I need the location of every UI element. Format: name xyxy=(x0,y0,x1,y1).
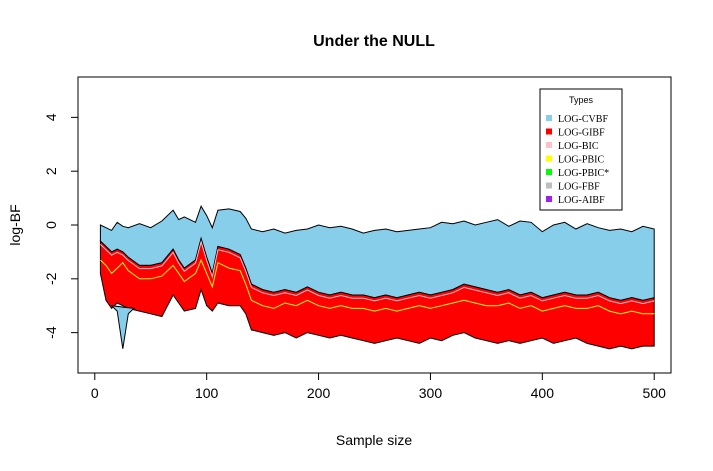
y-axis: -4 -2 0 2 4 xyxy=(43,113,79,339)
y-axis-label: log-BF xyxy=(7,204,23,245)
cvbf-spike-area xyxy=(110,305,136,349)
y-tick-label: -4 xyxy=(43,326,59,339)
y-tick-label: -2 xyxy=(43,272,59,285)
x-tick-label: 400 xyxy=(531,385,555,401)
y-tick-label: 0 xyxy=(43,221,59,229)
y-tick-label: 4 xyxy=(43,113,59,121)
x-axis: 0 100 200 300 400 500 xyxy=(91,372,667,401)
legend: Types LOG-CVBF LOG-GIBF LOG-BIC LOG-PBIC LOG… xyxy=(539,88,623,211)
legend-swatch xyxy=(546,128,552,135)
legend-box xyxy=(539,88,623,211)
legend-swatch xyxy=(546,115,552,121)
x-tick-label: 200 xyxy=(307,385,331,401)
legend-swatch xyxy=(546,155,552,162)
area-layer xyxy=(99,205,655,350)
legend-label: LOG-CVBF xyxy=(558,114,608,125)
x-tick-label: 300 xyxy=(419,385,443,401)
x-tick-label: 100 xyxy=(195,385,219,401)
x-axis-label: Sample size xyxy=(336,432,412,448)
gibf-area xyxy=(99,236,655,350)
x-tick-label: 500 xyxy=(643,385,667,401)
legend-label: LOG-PBIC xyxy=(558,155,604,166)
legend-label: LOG-FBF xyxy=(558,182,600,193)
legend-label: LOG-AIBF xyxy=(558,195,605,206)
y-tick-label: 2 xyxy=(43,167,59,175)
legend-title: Types xyxy=(569,95,594,105)
legend-swatch xyxy=(546,142,552,148)
bic-line xyxy=(100,239,655,305)
legend-swatch xyxy=(546,196,552,202)
legend-swatch xyxy=(546,169,552,175)
legend-label: LOG-PBIC* xyxy=(558,168,609,179)
pbic-line xyxy=(100,258,655,315)
legend-swatch xyxy=(546,182,552,189)
x-tick-label: 0 xyxy=(91,385,99,401)
chart-title: Under the NULL xyxy=(313,33,435,50)
legend-label: LOG-BIC xyxy=(558,141,599,152)
legend-label: LOG-GIBF xyxy=(558,128,605,139)
